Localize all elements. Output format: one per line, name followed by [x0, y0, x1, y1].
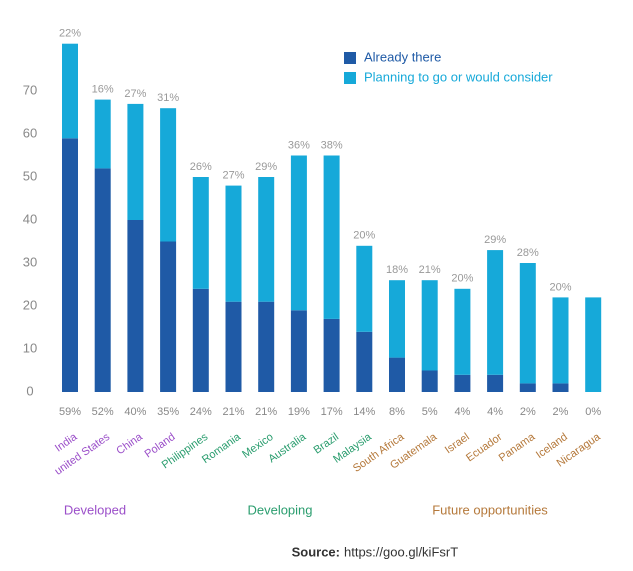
y-tick-label: 30 [23, 254, 37, 269]
y-tick-label: 20 [23, 297, 37, 312]
bottom-value-label: 21% [222, 406, 244, 418]
bar-segment [389, 280, 405, 358]
legend-label: Already there [364, 49, 441, 64]
bottom-value-label: 40% [124, 406, 146, 418]
y-tick-label: 40 [23, 211, 37, 226]
x-tick-label: Australia [266, 431, 309, 466]
bar-segment [290, 310, 307, 392]
legend-swatch [344, 52, 356, 64]
bar-segment [454, 374, 471, 392]
bar-segment [62, 138, 78, 392]
bottom-value-label: 8% [389, 406, 405, 418]
bar-segment [421, 370, 438, 392]
top-value-label: 27% [124, 88, 146, 100]
bottom-value-label: 2% [553, 406, 569, 418]
bar-segment [356, 245, 373, 332]
y-tick-label: 50 [23, 168, 37, 183]
top-value-label: 18% [386, 264, 408, 276]
y-tick-label: 0 [26, 383, 33, 398]
bottom-value-label: 2% [520, 406, 536, 418]
bar-segment [62, 43, 78, 139]
bar-segment [127, 220, 144, 392]
group-label: Developed [64, 502, 126, 517]
x-tick-label: Panama [497, 431, 538, 465]
bar-segment [160, 241, 177, 392]
bar-segment [552, 297, 569, 384]
bottom-value-label: 14% [353, 406, 375, 418]
bottom-value-label: 4% [487, 406, 503, 418]
y-tick-label: 10 [23, 340, 37, 355]
bar-segment [389, 357, 405, 392]
x-tick-label: China [114, 431, 145, 458]
bar-segment [356, 331, 373, 392]
bar-segment [585, 297, 602, 392]
bar-segment [290, 155, 307, 311]
top-value-label: 16% [92, 84, 114, 96]
bottom-value-label: 19% [288, 406, 310, 418]
source-label: Source: [292, 544, 340, 559]
top-value-label: 20% [549, 281, 571, 293]
x-tick-label: Ecuador [464, 431, 505, 465]
bar-segment [192, 177, 209, 289]
group-label: Developing [247, 502, 312, 517]
bar-segment [487, 250, 504, 375]
top-value-label: 36% [288, 139, 310, 151]
bar-segment [192, 288, 209, 392]
bottom-value-label: 59% [59, 406, 81, 418]
bar-segment [258, 177, 275, 302]
bottom-value-label: 0% [585, 406, 601, 418]
legend-label: Planning to go or would consider [364, 69, 553, 84]
group-label: Future opportunities [432, 502, 548, 517]
bottom-value-label: 17% [321, 406, 343, 418]
top-value-label: 31% [157, 92, 179, 104]
top-value-label: 21% [419, 264, 441, 276]
top-value-label: 20% [451, 273, 473, 285]
bottom-value-label: 24% [190, 406, 212, 418]
legend-swatch [344, 72, 356, 84]
y-tick-label: 70 [23, 82, 37, 97]
top-value-label: 26% [190, 161, 212, 173]
bar-segment [421, 280, 438, 371]
top-value-label: 20% [353, 230, 375, 242]
top-value-label: 29% [255, 161, 277, 173]
top-value-label: 29% [484, 234, 506, 246]
bar-segment [94, 99, 111, 169]
top-value-label: 38% [321, 139, 343, 151]
bottom-value-label: 52% [92, 406, 114, 418]
bar-segment [225, 185, 242, 302]
bar-segment [94, 168, 111, 392]
bar-segment [552, 383, 569, 392]
bar-segment [454, 288, 471, 375]
bar-segment [127, 103, 144, 220]
bar-segment [160, 108, 177, 242]
bar-segment [323, 318, 340, 392]
bar-segment [519, 383, 536, 392]
bar-segment [225, 301, 242, 392]
bottom-value-label: 5% [422, 406, 438, 418]
bottom-value-label: 35% [157, 406, 179, 418]
bar-segment [258, 301, 275, 392]
top-value-label: 27% [222, 170, 244, 182]
source-text: https://goo.gl/kiFsrT [344, 544, 458, 559]
bottom-value-label: 21% [255, 406, 277, 418]
bar-segment [519, 263, 536, 384]
y-tick-label: 60 [23, 125, 37, 140]
bottom-value-label: 4% [454, 406, 470, 418]
bar-segment [323, 155, 340, 319]
top-value-label: 22% [59, 28, 81, 40]
bar-segment [487, 374, 504, 392]
top-value-label: 28% [517, 247, 539, 259]
